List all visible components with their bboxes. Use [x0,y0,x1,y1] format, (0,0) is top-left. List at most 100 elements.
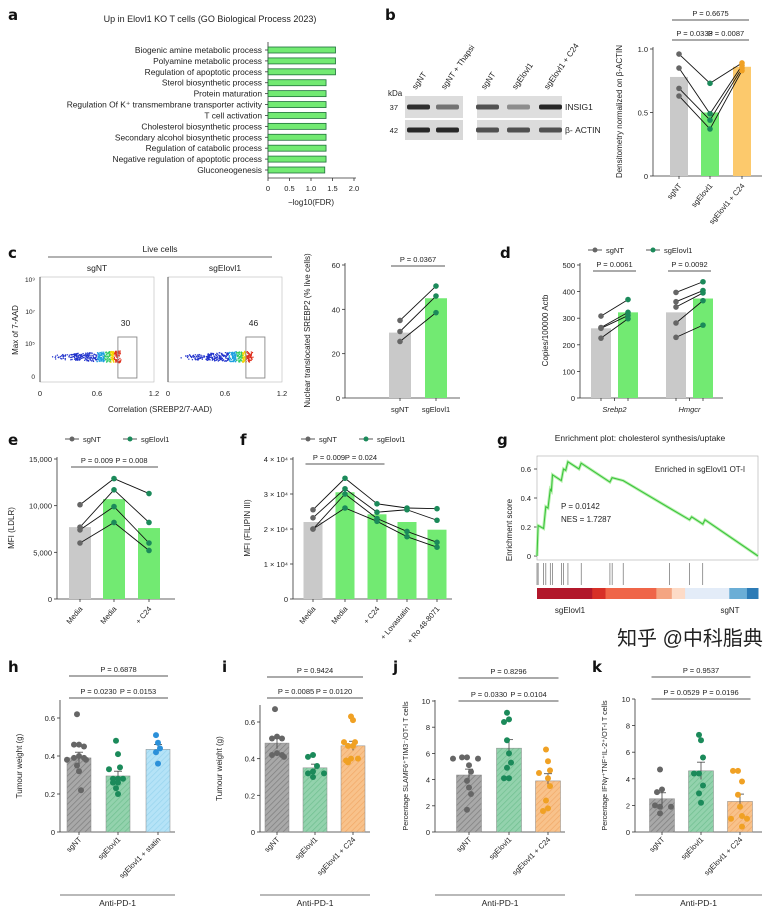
data-point [673,298,679,305]
flow-event [100,360,102,363]
flow-event [226,357,228,359]
flow-event [247,351,250,354]
flow-event [192,355,195,357]
flow-event [104,358,106,360]
flow-event [92,360,95,363]
y-tick-label: 10⁵ [25,341,35,348]
y-tick-label: 6 [426,749,430,758]
flow-event [250,351,253,353]
p-value-label: P = 0.0330 [471,690,507,699]
category-label: T cell activation [204,110,262,120]
flow-event [85,358,87,361]
panel-letter-d: d [500,244,511,262]
flow-event [93,357,95,360]
data-point [673,320,679,326]
data-point [700,754,706,761]
y-tick-label: 2 [426,802,430,811]
x-tick-label: 1.2 [149,389,159,398]
x-category-label: Srebp2 [602,405,627,414]
data-point [506,750,512,757]
flow-event [208,355,210,357]
rank-heat-segment [729,588,748,599]
data-point [155,760,161,767]
flow-event [200,356,203,358]
data-point [700,278,706,285]
data-point [464,806,470,813]
paired-line [312,493,346,530]
flow-event [224,351,227,354]
y-tick-label: 60 [332,261,340,270]
paired-line [312,507,346,530]
y-tick-label: 0 [251,828,255,837]
flow-event [198,355,200,358]
y-tick-label: 0 [426,828,430,837]
flow-event [242,360,244,362]
flow-event [94,358,97,360]
y-axis-label: Densitometry normalized on β-ACTIN [615,45,624,178]
data-point [342,475,348,482]
legend-marker [650,247,656,253]
flow-event [220,356,222,358]
p-value-label: P = 0.9424 [297,666,333,675]
data-point [153,749,159,756]
flow-event [214,356,216,359]
blot-actin-left [405,120,463,140]
panel-letter-c: c [8,244,17,262]
paired-line [709,70,743,130]
data-point [117,764,123,771]
y-axis-label: Nuclear translocated SREBP2 (% live cell… [303,253,312,408]
flow-event [246,351,249,353]
flow-event [90,360,93,362]
plot-frame [536,455,759,561]
paired-line [406,507,438,510]
flow-event [241,355,244,358]
paired-line [678,95,711,130]
flow-event [180,357,182,359]
flow-event [90,356,92,359]
bar [670,76,688,176]
data-point [739,813,745,820]
paired-line [709,65,743,115]
flow-event [113,353,116,355]
legend-marker [127,436,133,442]
data-point [74,711,80,718]
paired-line [344,493,378,519]
y-axis-label: Enrichment score [505,498,514,561]
data-point [433,293,439,299]
data-point [115,791,121,797]
data-point [310,526,316,532]
nes-label: NES = 1.7287 [561,515,612,524]
flow-event [238,353,241,356]
flow-event [241,356,243,359]
y-tick-label: 10⁹ [25,277,35,284]
flow-event [210,356,212,358]
x-tick-label: sgNT [391,405,409,414]
x-tick-label: 1.5 [327,184,337,193]
flow-event [119,353,122,355]
flow-event [99,357,101,359]
data-point [310,515,316,521]
flow-event [89,358,92,360]
flow-event [94,354,97,356]
bar [733,66,751,176]
data-point [314,763,320,769]
y-tick-label: 3 × 10⁴ [264,490,288,499]
flow-event [119,350,121,352]
flow-event [248,353,250,356]
flow-event [193,355,195,358]
data-point [739,823,745,830]
x-tick-label: sgNT [665,181,684,201]
flow-event [64,357,66,360]
x-tick-label: sgNT [262,835,281,854]
data-point [434,544,440,550]
data-point [739,778,745,785]
data-point [730,767,736,774]
panel-letter-e: e [8,431,18,449]
y-tick-label: 0 [571,394,575,403]
blot-insig1-left [405,96,463,118]
data-point [397,328,403,335]
y-tick-label: 0.2 [521,523,531,532]
flow-event [208,353,211,356]
data-point [657,766,663,773]
